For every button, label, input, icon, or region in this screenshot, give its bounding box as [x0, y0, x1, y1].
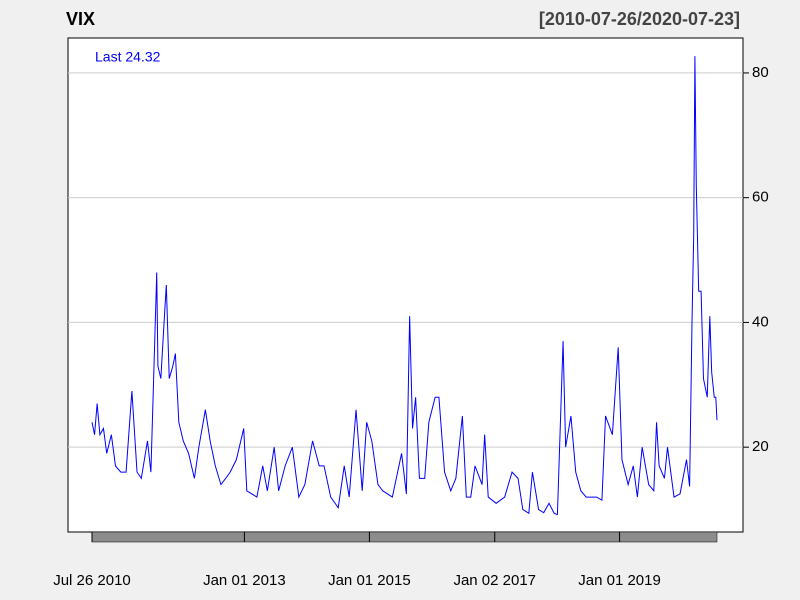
plot-area	[67, 37, 744, 533]
y-tick-label: 40	[752, 313, 769, 330]
y-tick-label: 20	[752, 438, 769, 455]
x-tick-label: Jan 01 2019	[578, 572, 661, 589]
vix-line	[91, 56, 718, 516]
x-tick-label: Jan 01 2015	[328, 572, 411, 589]
y-tick-label: 60	[752, 189, 769, 206]
x-axis-band	[91, 531, 718, 543]
last-value: Last 24.32	[95, 49, 161, 65]
x-tick-label: Jan 01 2013	[203, 572, 286, 589]
date-range: [2010-07-26/2020-07-23]	[539, 9, 740, 29]
y-tick-label: 80	[752, 64, 769, 81]
x-tick-label: Jan 02 2017	[453, 572, 536, 589]
x-tick-label: Jul 26 2010	[53, 572, 131, 589]
chart-title: VIX	[66, 9, 95, 29]
